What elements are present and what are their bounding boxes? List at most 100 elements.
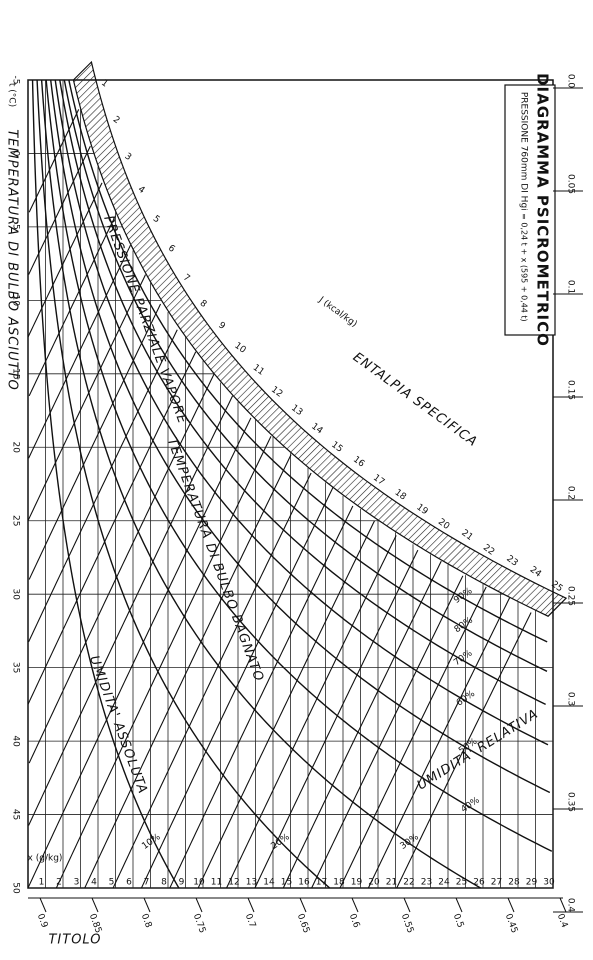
x-tick-label: 28 [508,878,520,888]
enthalpy-tick-label: 5 [151,214,162,225]
enthalpy-tick-label: 7 [181,273,192,284]
enthalpy-line [282,560,442,889]
x-tick-label: 11 [211,878,222,888]
enthalpy-line [112,472,312,889]
x-tick-label: 10 [193,878,205,888]
enthalpy-line [84,454,292,889]
enthalpy-line [55,436,272,889]
y-tick-label: 15 [11,368,21,379]
tick-mark [143,897,151,913]
x-tick-label: 16 [298,878,310,888]
x-tick-label: 5 [109,878,115,888]
x-axis-label: TITOLO [48,933,101,948]
x-tick-label: 8 [161,878,167,888]
saturation-band [72,60,568,617]
enthalpy-tick-label: 8 [198,298,209,310]
right-scale-label: 0.05 [566,174,576,194]
right-scale-label: 0.0 [566,74,576,89]
right-scale-label: 0.15 [566,380,576,400]
right-scale-label: 0.4 [566,898,576,913]
y-tick-label: 45 [11,809,21,820]
x-tick-label: 27 [491,878,502,888]
y-tick-label: 50 [11,882,21,894]
right-scale-label: 0.3 [566,692,576,706]
x-tick-label: 23 [421,878,432,888]
enthalpy-tick-label: 2 [111,115,122,126]
enthalpy-line [27,417,252,889]
enthalpy-tick-label: 6 [166,243,177,255]
enthalpy-line [396,612,532,889]
y-tick-label: -5 [11,76,21,85]
x-tick-label: 7 [144,878,150,888]
tick-mark [39,897,47,913]
enthalpy-line [367,597,511,889]
formula: i = 0,24 t + x (595 + 0,44 t) [520,208,529,321]
enthalpy-tick-label: 9 [216,320,227,332]
enthalpy-line [311,575,464,889]
tick-mark [247,897,255,913]
rh-curve [54,79,549,746]
enthalpy-line [27,182,103,338]
bottom-scale-label: 0.5 [451,912,465,929]
bottom-scale-label: 0.6 [347,912,361,929]
rh-curve [50,79,551,794]
tick-mark [403,897,411,913]
x-tick-label: 6 [126,878,132,888]
x-tick-label: 18 [333,878,345,888]
tick-mark [299,897,307,913]
rh-curve [36,79,331,889]
y-tick-label: 0 [11,151,21,157]
bottom-scale-label: 0.4 [555,912,569,929]
enthalpy-tick-label: 3 [122,152,133,163]
x-tick-label: 29 [526,878,538,888]
y-unit: t (°C) [7,83,17,107]
enthalpy-line [28,303,162,580]
enthalpy-tick-label: 4 [136,185,147,197]
enthalpy-line [254,549,419,889]
tick-mark [559,897,567,913]
right-scale-label: 0.25 [566,586,576,606]
y-axis-label: TEMPERATURA DI BULBO ASCIUTTO [5,129,20,391]
title-box [504,84,556,336]
x-tick-label: 15 [281,878,292,888]
tick-mark [455,897,463,913]
x-tick-label: 24 [438,878,450,888]
y-tick-label: 35 [11,662,21,673]
rh-curve [68,79,548,643]
bottom-scale-label: 0.7 [243,912,257,929]
right-scale-label: 0.1 [566,280,576,294]
x-tick-label: 21 [386,878,397,888]
tick-mark [507,897,515,913]
y-tick-label: 25 [11,515,21,526]
enthalpy-tick-label: 1 [99,78,110,89]
x-tick-label: 4 [91,878,97,888]
tick-mark [195,897,203,913]
x-tick-label: 20 [368,878,380,888]
tick-mark [351,897,359,913]
x-tick-label: 25 [456,878,467,888]
x-tick-label: 30 [543,878,555,888]
enthalpy-line [226,535,397,889]
tick-mark [91,897,99,913]
enthalpy-line [28,329,178,643]
x-tick-label: 1 [39,878,45,888]
rh-curve [63,79,548,672]
rh-curve [59,79,546,705]
x-tick-label: 17 [316,878,327,888]
y-tick-label: 40 [11,735,21,747]
x-tick-label: 22 [403,878,414,888]
x-unit: x (g/kg) [28,854,63,864]
enthalpy-line [28,109,80,213]
x-tick-label: 13 [246,878,257,888]
x-tick-label: 26 [473,878,485,888]
rh-curve [45,79,553,852]
bottom-scale-label: 0.9 [35,912,49,929]
x-tick-label: 19 [351,878,363,888]
chart-title: DIAGRAMMA PSICROMETRICO [534,73,552,347]
rh-curve [40,79,481,889]
x-tick-label: 9 [179,878,185,888]
enthalpy-line [27,274,147,521]
rh-curve [31,79,180,889]
